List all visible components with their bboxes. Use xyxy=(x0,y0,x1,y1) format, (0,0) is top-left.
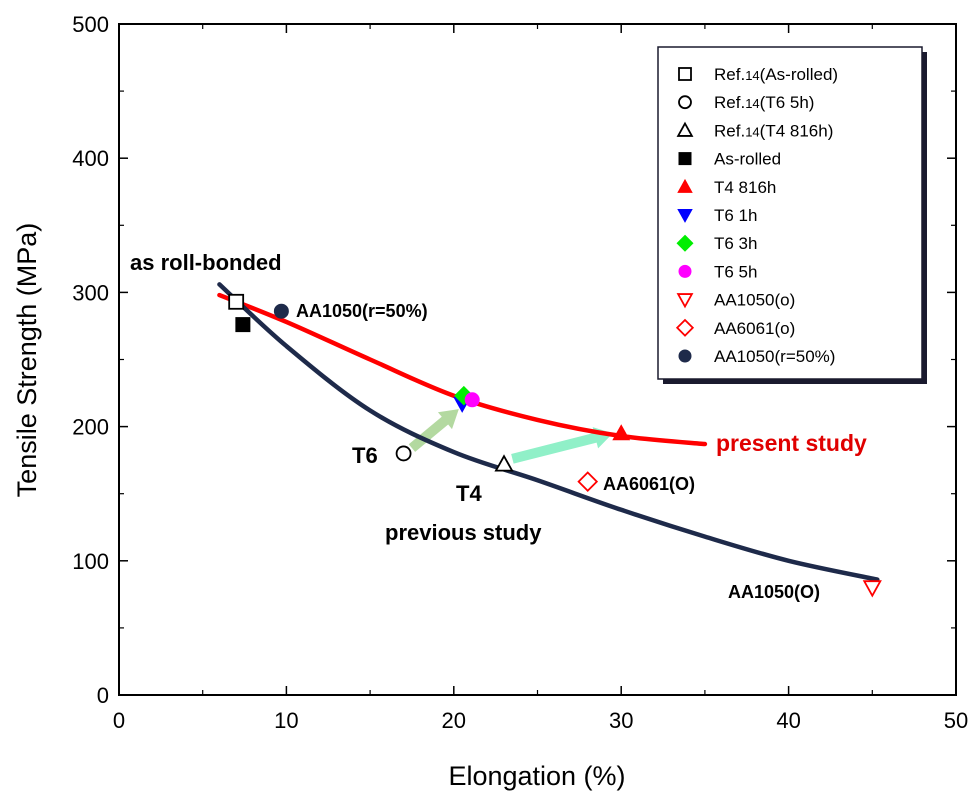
legend-marker-t6-3h xyxy=(676,234,694,252)
x-tick-label: 40 xyxy=(776,708,800,733)
annotation-aa6061-o: AA6061(O) xyxy=(603,474,695,494)
legend-marker-ref-14-t4-816h xyxy=(676,121,694,137)
marker-aa1050-r-50 xyxy=(273,303,289,319)
x-axis-title: Elongation (%) xyxy=(448,761,625,791)
annotation-previous-study: previous study xyxy=(385,520,542,545)
marker-t6-5h xyxy=(464,392,480,408)
legend-marker-ref-14-t6-5h xyxy=(678,95,692,110)
legend-marker-t6-1h xyxy=(677,208,693,223)
legend-label-t6-3h: T6 3h xyxy=(714,234,757,253)
x-tick-label: 30 xyxy=(609,708,633,733)
legend-label-t6-1h: T6 1h xyxy=(714,206,757,225)
legend-marker-aa1050-o xyxy=(676,293,694,309)
legend-label-aa6061-o: AA6061(o) xyxy=(714,319,795,338)
legend-label-aa1050-o: AA1050(o) xyxy=(714,291,795,310)
axis-ticks xyxy=(118,23,957,696)
legend-marker-t4-816h xyxy=(677,178,693,193)
annotation-t6: T6 xyxy=(352,443,378,468)
legend-marker-aa6061-o xyxy=(675,318,695,337)
legend-label-t6-5h: T6 5h xyxy=(714,262,757,281)
curve-previous-study xyxy=(217,282,880,582)
legend-marker-ref-14-as-rolled xyxy=(678,67,692,81)
annotation-present-study: present study xyxy=(716,430,867,456)
y-tick-label: 200 xyxy=(72,415,109,440)
legend-marker-t6-5h xyxy=(678,264,692,278)
legend-label-ref-14-as-rolled: Ref.14(As-rolled) xyxy=(714,65,838,84)
marker-aa6061-o xyxy=(577,471,599,492)
annotation-aa1050-r50: AA1050(r=50%) xyxy=(296,301,428,321)
annotation-t4: T4 xyxy=(456,481,482,506)
marker-as-rolled xyxy=(235,317,251,333)
legend-box xyxy=(657,46,923,380)
legend-marker-aa1050-r-50 xyxy=(678,349,692,363)
marker-ref-14-as-rolled xyxy=(228,293,245,310)
annotation-aa1050-o: AA1050(O) xyxy=(728,582,820,602)
trend-arrow xyxy=(408,409,459,452)
marker-ref-14-t4-816h xyxy=(494,454,514,472)
curve-present-study xyxy=(217,292,708,447)
legend-label-ref-14-t6-5h: Ref.14(T6 5h) xyxy=(714,93,814,112)
x-tick-label: 10 xyxy=(274,708,298,733)
y-tick-label: 0 xyxy=(97,683,109,708)
legend-label-t4-816h: T4 816h xyxy=(714,178,776,197)
legend-label-aa1050-r-50: AA1050(r=50%) xyxy=(714,347,835,366)
legend: Ref.14(As-rolled) Ref.14(T6 5h) Ref.14(T4 … xyxy=(657,46,927,384)
x-tick-label: 50 xyxy=(944,708,968,733)
y-tick-label: 100 xyxy=(72,549,109,574)
y-tick-label: 300 xyxy=(72,280,109,305)
trend-arrows xyxy=(408,409,613,464)
data-markers xyxy=(228,293,882,598)
x-tick-label: 0 xyxy=(113,708,125,733)
x-tick-label: 20 xyxy=(442,708,466,733)
y-tick-label: 500 xyxy=(72,12,109,37)
annotation-as-roll-bonded: as roll-bonded xyxy=(130,250,282,275)
legend-label-ref-14-t4-816h: Ref.14(T4 816h) xyxy=(714,121,833,140)
marker-ref-14-t6-5h xyxy=(395,445,412,462)
trend-arrow xyxy=(511,427,613,464)
y-axis-title: Tensile Strength (MPa) xyxy=(12,223,42,498)
legend-entries: Ref.14(As-rolled) Ref.14(T6 5h) Ref.14(T4 … xyxy=(675,65,838,366)
marker-aa1050-o xyxy=(862,580,882,598)
legend-marker-as-rolled xyxy=(678,152,692,166)
marker-t4-816h xyxy=(612,424,631,441)
y-tick-label: 400 xyxy=(72,146,109,171)
legend-label-as-rolled: As-rolled xyxy=(714,150,781,169)
